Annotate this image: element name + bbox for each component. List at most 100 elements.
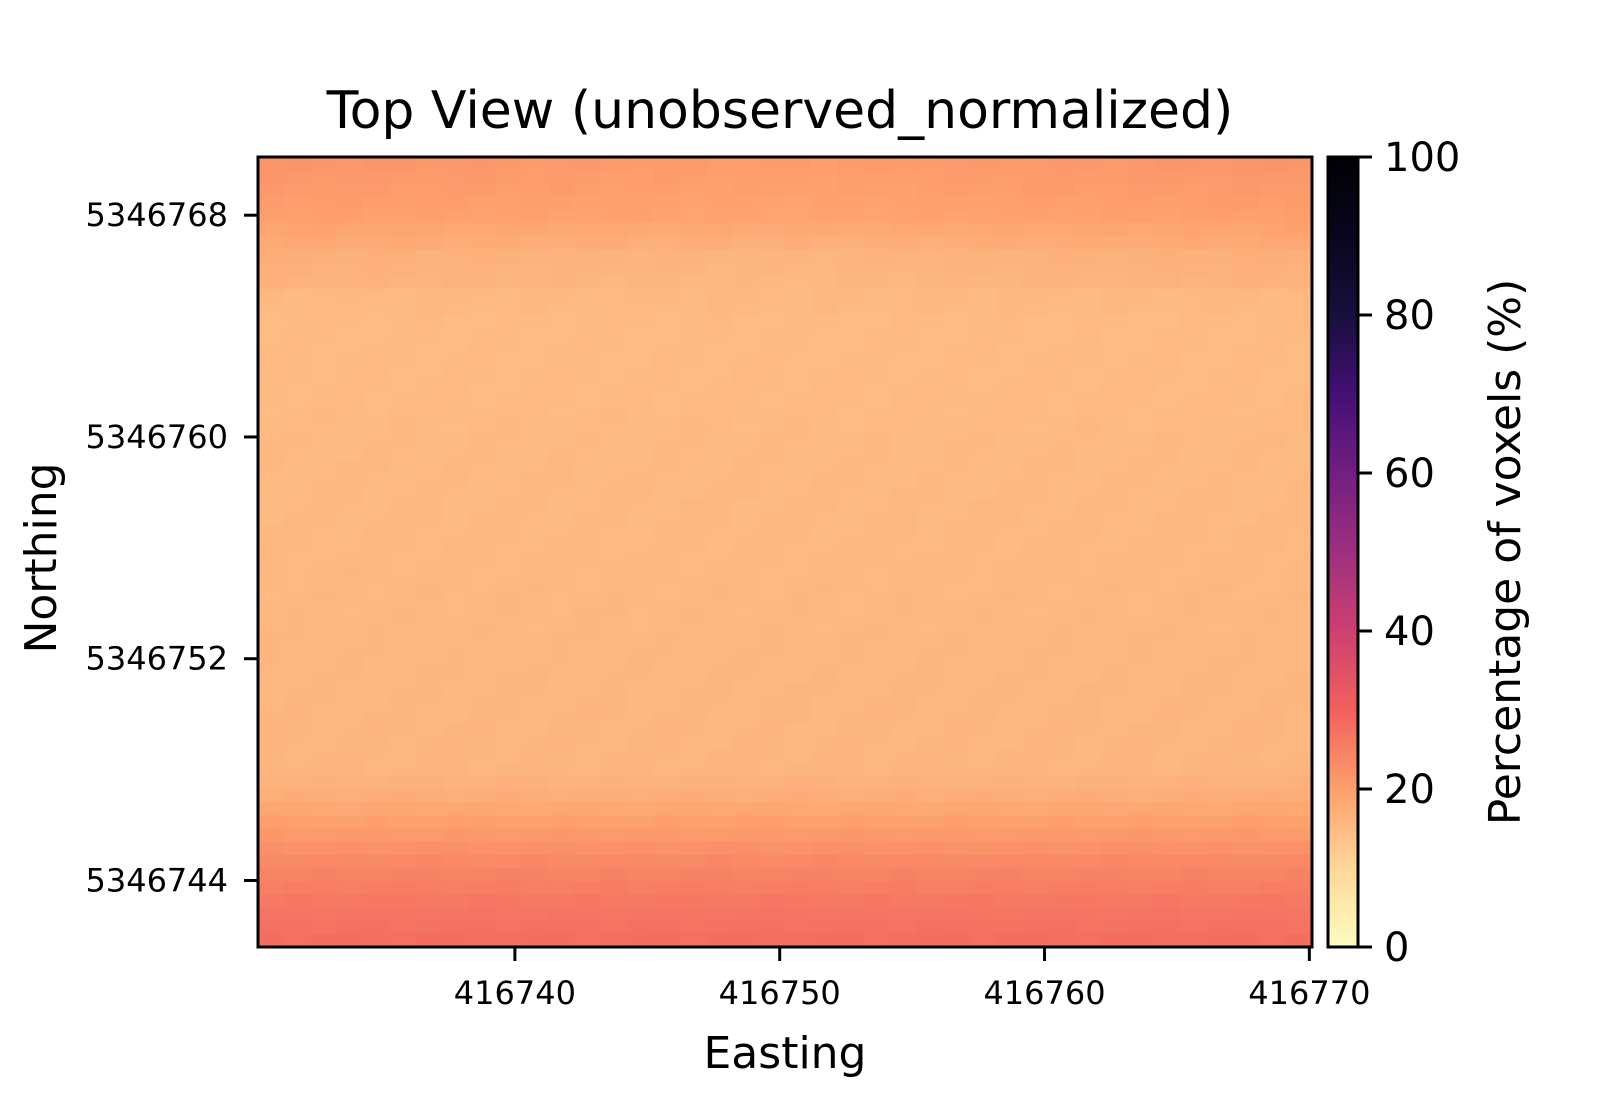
heatmap-cell (337, 762, 364, 777)
heatmap-cell (258, 486, 285, 500)
heatmap-cell (1285, 907, 1313, 922)
heatmap-cell (969, 907, 997, 922)
heatmap-cell (969, 525, 997, 540)
heatmap-cell (890, 854, 918, 869)
heatmap-cell (1022, 486, 1050, 500)
heatmap-cell (811, 604, 839, 619)
heatmap-cell (574, 578, 602, 593)
heatmap-cell (1048, 617, 1076, 632)
heatmap-cell (758, 815, 786, 830)
heatmap-cell (468, 631, 496, 645)
heatmap-cell (521, 486, 549, 500)
heatmap-cell (969, 591, 997, 606)
heatmap-cell (969, 420, 997, 435)
heatmap-cell (916, 486, 944, 500)
heatmap-cell (705, 868, 733, 882)
heatmap-cell (1206, 196, 1234, 211)
heatmap-cell (864, 486, 891, 500)
heatmap-cell (337, 907, 364, 922)
heatmap-cell (626, 749, 654, 764)
heatmap-cell (521, 644, 549, 658)
heatmap-cell (995, 341, 1023, 356)
heatmap-cell (521, 815, 549, 830)
heatmap-cell (284, 512, 312, 527)
heatmap-cell (1074, 196, 1102, 211)
heatmap-cell (837, 631, 865, 645)
heatmap-cell (495, 881, 523, 895)
heatmap-cell (495, 196, 523, 211)
heatmap-cell (1232, 407, 1260, 421)
heatmap-cell (1153, 762, 1181, 777)
heatmap-cell (1048, 512, 1076, 527)
heatmap-cell (284, 749, 312, 764)
heatmap-cell (811, 170, 839, 184)
heatmap-cell (653, 775, 681, 790)
heatmap-cell (943, 749, 971, 764)
heatmap-cell (969, 275, 997, 290)
heatmap-cell (864, 222, 891, 237)
heatmap-cell (1206, 538, 1234, 553)
heatmap-cell (521, 565, 549, 579)
heatmap-cell (758, 749, 786, 764)
heatmap-cell (310, 183, 338, 198)
heatmap-cell (1206, 170, 1234, 184)
heatmap-cell (547, 315, 575, 329)
heatmap-cell (890, 789, 918, 803)
heatmap-cell (916, 670, 944, 685)
heatmap-cell (864, 762, 891, 777)
heatmap-cell (1153, 367, 1181, 382)
heatmap-cell (679, 723, 707, 737)
heatmap-cell (310, 828, 338, 843)
heatmap-cell (626, 815, 654, 830)
heatmap-cell (837, 394, 865, 408)
heatmap-cell (995, 209, 1023, 224)
heatmap-cell (679, 446, 707, 461)
heatmap-cell (521, 222, 549, 237)
heatmap-cell (363, 236, 391, 250)
heatmap-cell (284, 894, 312, 909)
x-tick-label: 416770 (1248, 974, 1370, 1012)
heatmap-cell (1259, 789, 1287, 803)
heatmap-cell (284, 762, 312, 777)
heatmap-cell (1206, 341, 1234, 356)
heatmap-cell (1101, 578, 1129, 593)
heatmap-cell (785, 565, 812, 579)
heatmap-cell (1048, 762, 1076, 777)
heatmap-cell (1259, 407, 1287, 421)
heatmap-cell (600, 736, 628, 751)
heatmap-cell (1285, 868, 1313, 882)
heatmap-cell (705, 446, 733, 461)
heatmap-cell (1022, 525, 1050, 540)
heatmap-cell (1285, 183, 1313, 198)
heatmap-cell (547, 538, 575, 553)
heatmap-cell (1101, 486, 1129, 500)
heatmap-cell (416, 894, 444, 909)
heatmap-cell (1232, 828, 1260, 843)
heatmap-cell (1101, 604, 1129, 619)
heatmap-cell (943, 459, 971, 474)
heatmap-cell (495, 315, 523, 329)
heatmap-cell (574, 499, 602, 514)
heatmap-cell (1180, 525, 1208, 540)
heatmap-cell (1101, 815, 1129, 830)
heatmap-cell (626, 459, 654, 474)
heatmap-cell (837, 341, 865, 356)
heatmap-cell (969, 749, 997, 764)
heatmap-cell (1206, 354, 1234, 369)
heatmap-cell (363, 920, 391, 935)
heatmap-cell (705, 315, 733, 329)
heatmap-cell (943, 907, 971, 922)
heatmap-cell (495, 354, 523, 369)
heatmap-cell (864, 236, 891, 250)
heatmap-cell (310, 275, 338, 290)
heatmap-cell (1074, 512, 1102, 527)
heatmap-cell (916, 459, 944, 474)
heatmap-cell (1074, 183, 1102, 198)
heatmap-cell (1180, 828, 1208, 843)
heatmap-cell (705, 262, 733, 277)
heatmap-cell (574, 222, 602, 237)
heatmap-cell (626, 775, 654, 790)
heatmap-cell (416, 341, 444, 356)
heatmap-cell (389, 288, 417, 303)
heatmap-cell (416, 591, 444, 606)
